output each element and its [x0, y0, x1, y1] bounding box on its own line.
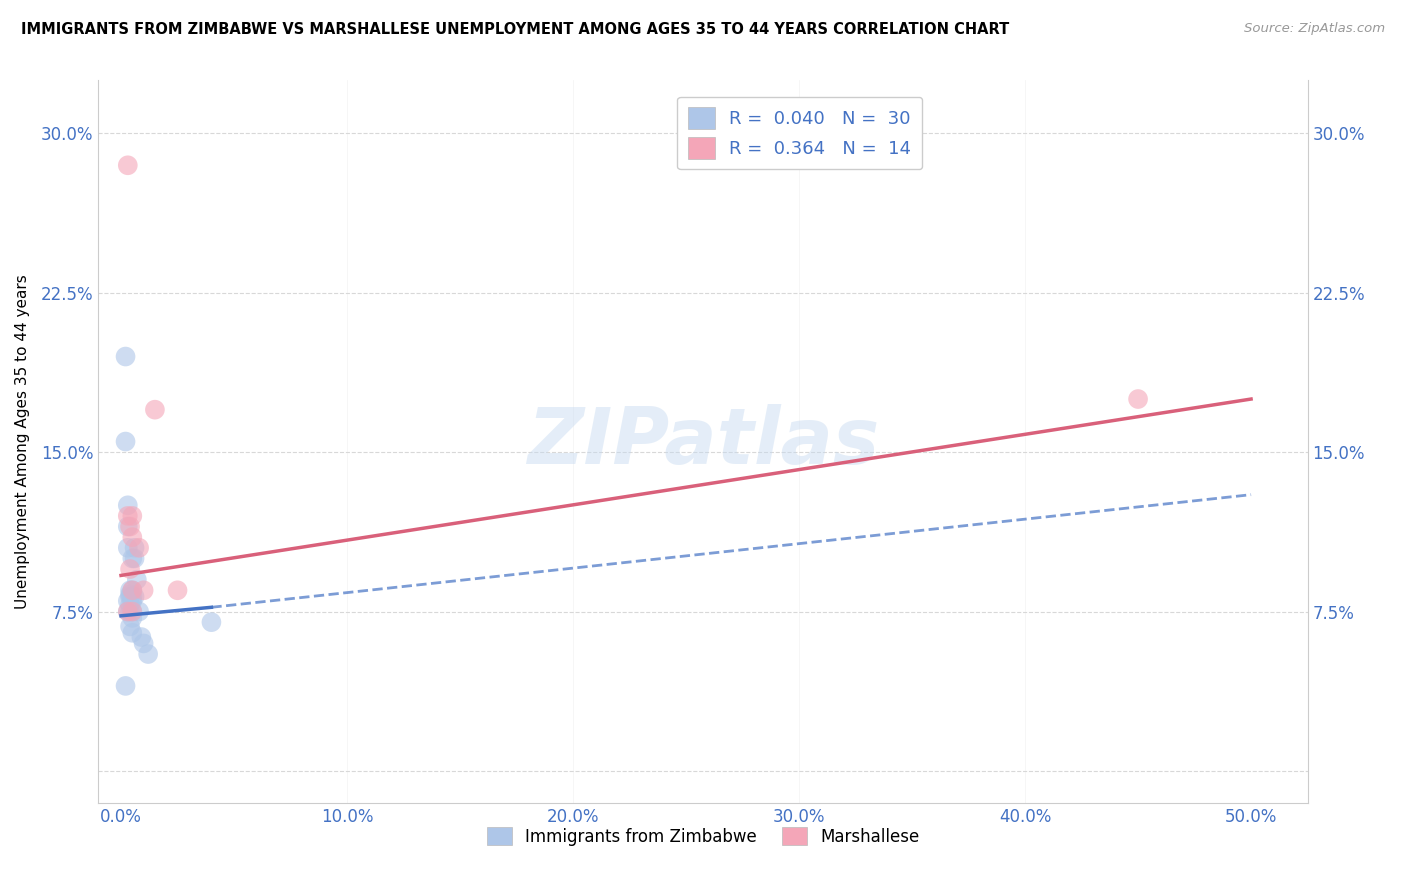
Point: [120, 619, 142, 633]
Point: [121, 551, 143, 566]
Point: [132, 583, 155, 598]
Point: [114, 350, 136, 364]
Point: [120, 590, 142, 604]
Point: [143, 402, 166, 417]
Point: [114, 679, 136, 693]
Point: [136, 647, 159, 661]
Text: IMMIGRANTS FROM ZIMBABWE VS MARSHALLESE UNEMPLOYMENT AMONG AGES 35 TO 44 YEARS C: IMMIGRANTS FROM ZIMBABWE VS MARSHALLESE …: [21, 22, 1010, 37]
Point: [120, 519, 142, 533]
Point: [132, 636, 155, 650]
Point: [114, 434, 136, 449]
Point: [121, 605, 143, 619]
Point: [117, 508, 139, 523]
Point: [125, 573, 148, 587]
Point: [128, 605, 150, 619]
Point: [121, 611, 143, 625]
Point: [121, 605, 143, 619]
Point: [121, 625, 143, 640]
Text: ZIPatlas: ZIPatlas: [527, 403, 879, 480]
Point: [117, 519, 139, 533]
Point: [124, 541, 146, 555]
Point: [121, 594, 143, 608]
Point: [124, 590, 146, 604]
Point: [120, 562, 142, 576]
Point: [131, 630, 153, 644]
Point: [121, 583, 143, 598]
Point: [120, 588, 142, 602]
Point: [117, 541, 139, 555]
Text: Source: ZipAtlas.com: Source: ZipAtlas.com: [1244, 22, 1385, 36]
Point: [121, 590, 143, 604]
Y-axis label: Unemployment Among Ages 35 to 44 years: Unemployment Among Ages 35 to 44 years: [15, 274, 30, 609]
Point: [121, 530, 143, 544]
Point: [120, 605, 142, 619]
Point: [120, 583, 142, 598]
Point: [121, 583, 143, 598]
Legend: Immigrants from Zimbabwe, Marshallese: Immigrants from Zimbabwe, Marshallese: [479, 821, 927, 852]
Point: [166, 583, 188, 598]
Point: [117, 605, 139, 619]
Point: [117, 594, 139, 608]
Point: [200, 615, 222, 630]
Point: [121, 508, 143, 523]
Point: [128, 541, 150, 555]
Point: [117, 605, 139, 619]
Point: [124, 551, 146, 566]
Point: [1126, 392, 1149, 406]
Point: [120, 598, 142, 612]
Point: [117, 498, 139, 512]
Point: [117, 158, 139, 172]
